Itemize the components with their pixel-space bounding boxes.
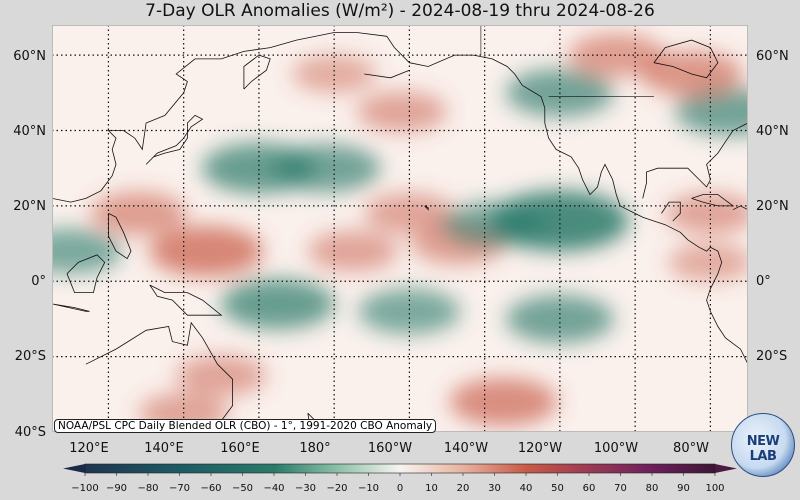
colorbar-min-extension <box>63 464 85 473</box>
coastline <box>653 39 719 79</box>
positive-anomaly-blob <box>668 243 748 282</box>
colorbar-tick-label: 70 <box>614 483 627 494</box>
coastline <box>364 69 410 79</box>
colorbar-tick-label: −80 <box>137 483 159 494</box>
lat-label-right: 40°N <box>756 124 789 139</box>
lon-label: 160°E <box>220 441 260 456</box>
coastlines <box>52 32 748 432</box>
coastline <box>108 213 132 260</box>
lon-label: 180° <box>299 441 331 456</box>
lat-label-left: 60°N <box>13 49 46 64</box>
negative-anomaly-blob <box>675 87 748 136</box>
colorbar-tick-label: 80 <box>645 483 659 494</box>
map-title: 7-Day OLR Anomalies (W/m²) - 2024-08-19 … <box>145 1 655 21</box>
coastline <box>66 254 106 294</box>
coastline <box>356 32 523 86</box>
colorbar-tick-label: −50 <box>231 483 254 494</box>
positive-anomaly-blob <box>292 54 377 93</box>
positive-anomaly-blob <box>665 193 748 234</box>
colorbar-gradient <box>84 463 716 474</box>
colorbar-max-extension <box>715 464 737 473</box>
colorbar-tick-label: 90 <box>677 483 690 494</box>
colorbar-tick-label: 20 <box>456 483 470 494</box>
lat-label-right: 60°N <box>756 49 789 64</box>
colorbar-tick-label: 30 <box>488 483 501 494</box>
lon-label: 160°W <box>367 441 413 456</box>
positive-anomaly-blob <box>356 91 447 132</box>
colorbar-tick-label: −60 <box>200 483 222 494</box>
anomaly-field <box>52 33 748 432</box>
colorbar-tick-label: 0 <box>396 483 404 494</box>
olr-anomaly-map <box>52 25 748 432</box>
negative-anomaly-blob <box>272 144 381 193</box>
data-source-note: NOAA/PSL CPC Daily Blended OLR (CBO) - 1… <box>54 419 437 433</box>
colorbar-tick-label: 50 <box>551 483 564 494</box>
positive-anomaly-blob <box>149 225 264 277</box>
coastline <box>52 303 90 312</box>
colorbar-tick-label: 10 <box>425 483 438 494</box>
colorbar-tick-label: −40 <box>263 483 285 494</box>
lon-label: 140°E <box>144 441 184 456</box>
lat-label-right: 20°N <box>756 199 789 214</box>
coastline <box>522 84 748 365</box>
colorbar-tick-label: −90 <box>105 483 128 494</box>
negative-anomaly-blob <box>358 288 461 335</box>
graticule <box>52 25 748 432</box>
coastline <box>52 32 357 203</box>
colorbar-tick-label: −20 <box>326 483 348 494</box>
positive-anomaly-blob <box>307 230 398 272</box>
negative-anomaly-blob <box>52 228 122 274</box>
coastline <box>243 54 271 90</box>
colorbar-tick-label: −10 <box>357 483 380 494</box>
coastline <box>85 321 234 432</box>
positive-anomaly-blob <box>364 193 455 234</box>
colorbar-tick-label: 40 <box>519 483 533 494</box>
lon-label: 140°W <box>443 441 489 456</box>
lat-label-left: 40°S <box>14 425 46 440</box>
negative-anomaly-blob <box>220 278 335 330</box>
lat-label-right: 20°S <box>756 349 788 364</box>
coastline <box>145 114 204 165</box>
lon-label: 120°E <box>69 441 109 456</box>
map-canvas <box>52 25 748 432</box>
coastline <box>424 205 429 211</box>
positive-anomaly-blob <box>90 191 187 235</box>
colorbar-tick-label: −70 <box>168 483 191 494</box>
lat-label-left: 20°N <box>13 199 46 214</box>
positive-anomaly-blob <box>449 377 558 426</box>
colorbar-tick-label: 60 <box>582 483 596 494</box>
coastline <box>661 201 681 222</box>
colorbar-tick-label: 100 <box>705 483 725 494</box>
logo-text: NEW LAB <box>746 434 780 464</box>
lon-label: 80°W <box>673 441 709 456</box>
lat-label-right: 0° <box>756 274 771 289</box>
colorbar-tick-label: −100 <box>71 483 99 494</box>
coastline <box>149 284 223 316</box>
coastline <box>642 122 748 199</box>
lat-label-left: 0° <box>31 274 46 289</box>
lab-logo: NEW LAB <box>731 413 795 477</box>
positive-anomaly-blob <box>568 33 665 77</box>
lon-label: 120°W <box>517 441 563 456</box>
lon-label: 100°W <box>593 441 639 456</box>
positive-anomaly-blob <box>176 355 267 396</box>
lat-label-left: 40°N <box>13 124 46 139</box>
negative-anomaly-blob <box>441 201 544 248</box>
colorbar-tick-label: −30 <box>294 483 317 494</box>
lat-label-left: 20°S <box>14 349 46 364</box>
colorbar <box>63 463 737 476</box>
